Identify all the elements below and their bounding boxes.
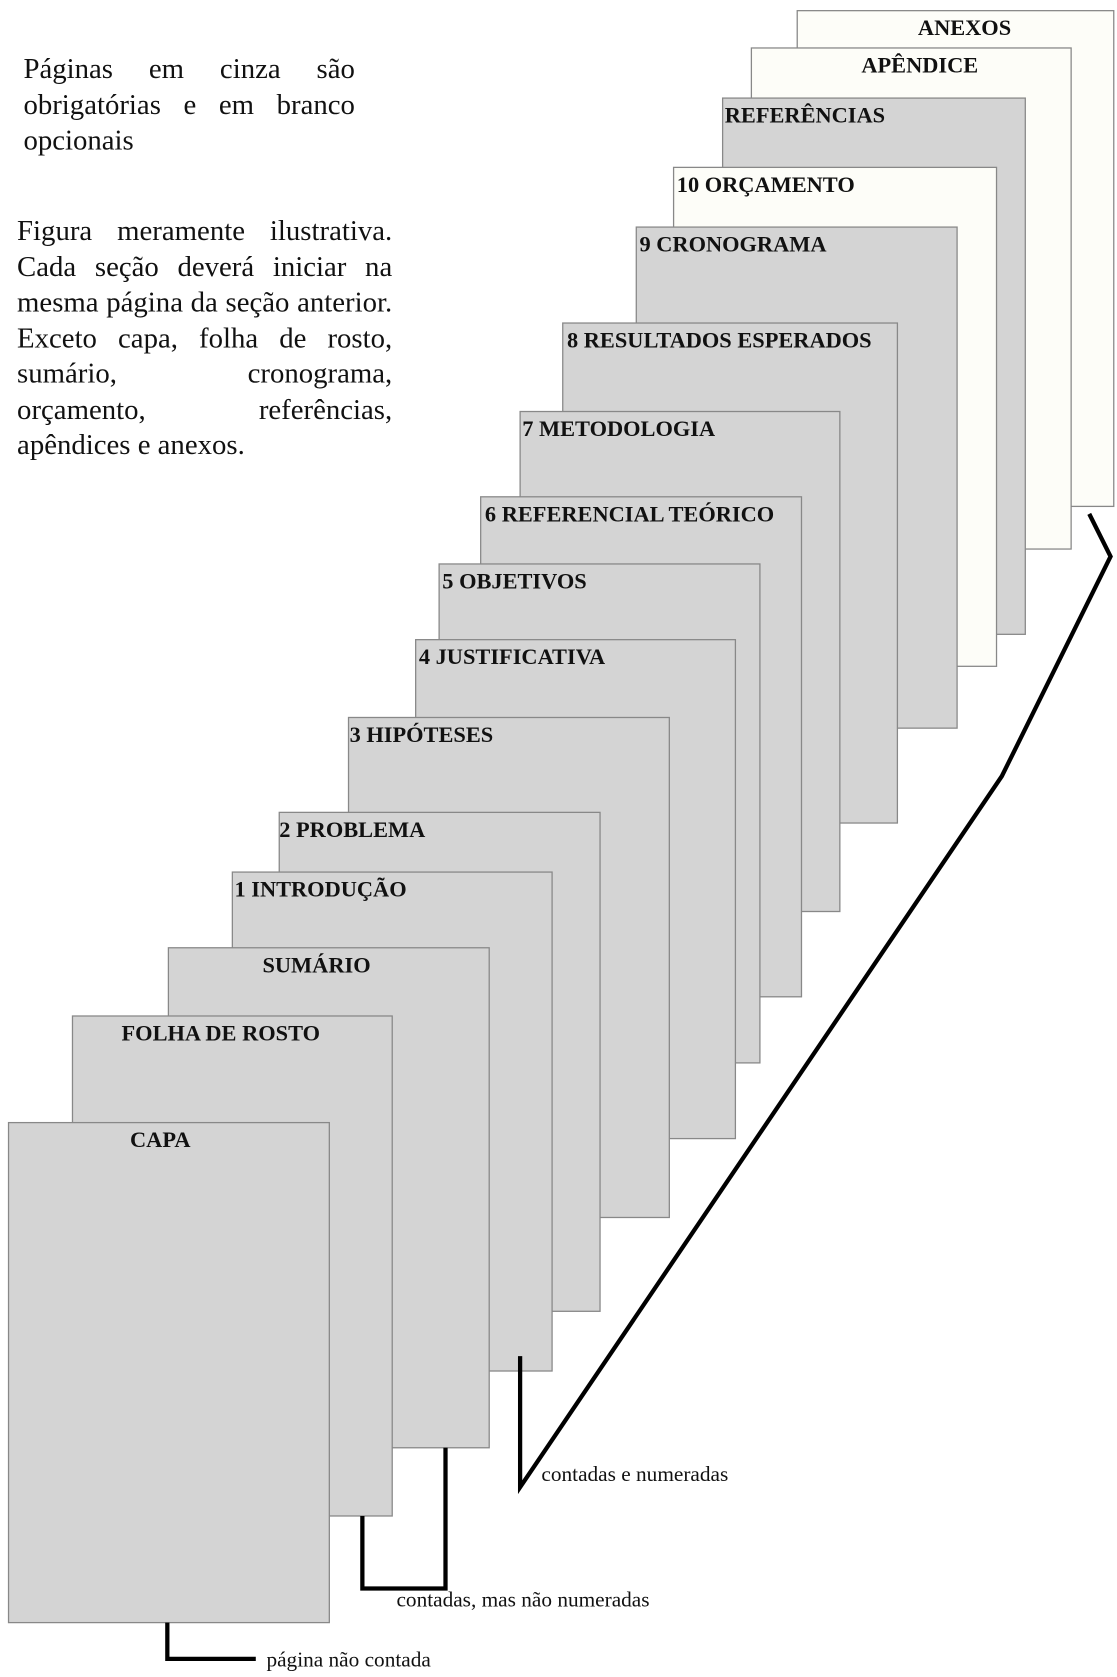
bracket-label: contadas e numeradas [541,1462,728,1486]
note: Páginas em cinza são obrigatórias e em b… [23,52,355,156]
brackets [165,512,1113,1661]
page-label: 9 CRONOGRAMA [639,232,826,257]
page-label: ANEXOS [918,15,1011,40]
page-label: CAPA [130,1127,190,1152]
page-label: 1 INTRODUÇÃO [234,877,406,902]
bracket-label: contadas, mas não numeradas [396,1588,649,1612]
bracket [517,512,1113,1495]
page-label: SUMÁRIO [262,952,370,977]
bracket-label: página não contada [266,1647,431,1671]
page-label: 7 METODOLOGIA [522,416,715,441]
page-label: 10 ORÇAMENTO [677,172,855,197]
page-label: 3 HIPÓTESES [350,721,494,747]
page-label: REFERÊNCIAS [725,102,885,128]
page-label: 8 RESULTADOS ESPERADOS [567,328,872,353]
page-label: 4 JUSTIFICATIVA [419,644,605,669]
page-label: 6 REFERENCIAL TEÓRICO [485,500,774,526]
note: Figura meramente ilustrativa. Cada seção… [17,214,393,461]
page-label: APÊNDICE [861,51,978,77]
bracket [360,1447,448,1591]
page [7,1121,330,1624]
page-label: FOLHA DE ROSTO [122,1021,321,1046]
page-label: 5 OBJETIVOS [442,568,586,593]
page-label: 2 PROBLEMA [279,817,425,842]
bracket [165,1622,256,1661]
